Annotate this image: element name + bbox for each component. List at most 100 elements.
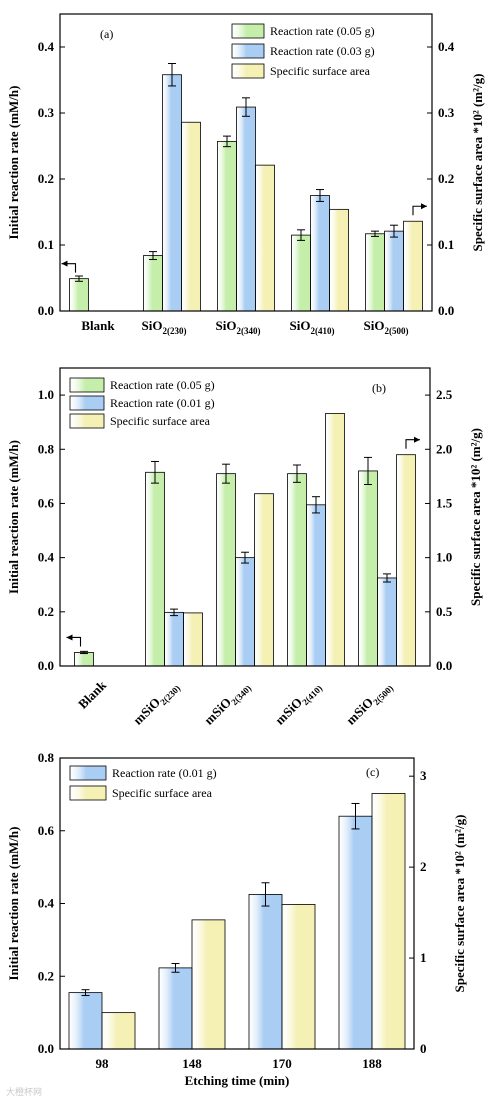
- y-axis-title-left: Initial reaction rate (mM/h): [6, 827, 21, 981]
- y-tick-label-right: 1.0: [436, 550, 452, 565]
- y-tick-label-right: 2.0: [436, 441, 452, 456]
- error-bar: [80, 650, 88, 655]
- y-tick-label-left: 0.6: [38, 495, 55, 510]
- bar-reaction-rate-0-03-g--4: [384, 230, 404, 312]
- legend-label: Reaction rate (0.01 g): [110, 396, 215, 410]
- x-axis-title: Etching time (min): [185, 1073, 290, 1088]
- error-bar: [81, 989, 90, 997]
- error-bar: [75, 275, 83, 282]
- bar-reaction-rate-0-05-g--2: [217, 140, 237, 312]
- legend-label: Specific surface area: [270, 64, 371, 78]
- legend-label: Specific surface area: [110, 414, 211, 428]
- y-tick-label-right: 2.5: [436, 387, 453, 402]
- bar-specific-surface-area-2: [255, 164, 275, 312]
- bar-reaction-rate-0-01-g--0: [68, 992, 103, 1050]
- legend-swatch: [231, 43, 265, 59]
- watermark-text: 大橙杯网: [6, 1086, 42, 1098]
- y-tick-label-right: 0.2: [438, 171, 454, 186]
- y-tick-label-left: 0.8: [38, 750, 55, 765]
- error-bar: [297, 229, 305, 241]
- x-tick-label: Blank: [75, 677, 110, 712]
- error-bar: [171, 963, 180, 973]
- x-tick-label: mSiO2(230): [130, 678, 182, 730]
- arrow-line: [412, 205, 427, 216]
- bar-reaction-rate-0-05-g--0: [74, 652, 94, 667]
- bar-reaction-rate-0-01-g--3: [338, 815, 373, 1050]
- arrow-head: [66, 634, 73, 641]
- error-bar: [168, 63, 176, 87]
- y-tick-label-left: 0.6: [38, 823, 55, 838]
- arrow-right-axis: [412, 203, 427, 216]
- error-bar: [364, 456, 372, 485]
- error-bar: [312, 496, 320, 514]
- legend-swatch: [69, 377, 105, 393]
- y-tick-label-right: 0.3: [438, 105, 455, 120]
- bar-specific-surface-area-1: [181, 121, 201, 312]
- bar-specific-surface-area-3: [325, 413, 345, 667]
- panel-label: (c): [366, 765, 379, 779]
- arrow-head: [61, 260, 68, 267]
- y-tick-label-left: 0.4: [38, 896, 55, 911]
- y-tick-label-left: 0.1: [38, 237, 54, 252]
- x-tick-label: mSiO2(410): [272, 678, 324, 730]
- y-tick-label-right: 0.1: [438, 237, 454, 252]
- chart-panel-a: Blank SiO2(230) SiO2(340) SiO2(410) SiO2(500…: [6, 13, 485, 336]
- error-bar: [149, 251, 157, 261]
- error-bar: [151, 460, 159, 484]
- bar-specific-surface-area-0: [101, 1012, 136, 1050]
- y-tick-label-left: 0.3: [38, 105, 55, 120]
- x-tick-label: mSiO2(340): [201, 678, 253, 730]
- x-tick-label: SiO2(410): [290, 318, 335, 336]
- arrow-head: [414, 436, 420, 443]
- error-bar: [223, 135, 231, 148]
- x-tick-label: SiO2(500): [364, 318, 409, 336]
- y-axis-title-right: Specific surface area *10² (m²/g): [468, 428, 483, 606]
- y-axis-title-right: Specific surface area *10² (m²/g): [452, 815, 467, 993]
- legend-swatch: [231, 23, 265, 39]
- y-tick-label-left: 1.0: [38, 387, 54, 402]
- error-bar: [383, 573, 391, 583]
- y-axis-title-left: Initial reaction rate (mM/h): [6, 86, 21, 240]
- bar-reaction-rate-0-03-g--1: [162, 74, 182, 312]
- x-tick-label: mSiO2(500): [343, 678, 395, 730]
- legend-swatch: [69, 413, 105, 429]
- legend-label: Reaction rate (0.05 g): [270, 24, 375, 38]
- y-tick-label-left: 0.8: [38, 441, 55, 456]
- y-tick-label-left: 0.4: [38, 39, 55, 54]
- x-tick-label: Blank: [81, 318, 115, 333]
- y-tick-label-left: 0.0: [38, 658, 54, 673]
- error-bar: [241, 551, 249, 564]
- bar-reaction-rate-0-05-g--3: [291, 234, 311, 312]
- bar-specific-surface-area-1: [191, 919, 226, 1050]
- bar-reaction-rate-0-01-g--2: [235, 557, 255, 667]
- error-bar: [261, 882, 270, 907]
- y-tick-label-left: 0.2: [38, 604, 54, 619]
- bar-reaction-rate-0-05-g--4: [358, 470, 378, 667]
- bar-reaction-rate-0-05-g--1: [145, 471, 165, 667]
- legend-swatch: [231, 63, 265, 79]
- y-tick-label-left: 0.2: [38, 171, 54, 186]
- error-bar: [242, 97, 250, 117]
- chart-panel-b: Blank mSiO2(230) mSiO2(340) mSiO2(410) mSiO2…: [6, 367, 483, 730]
- plot-frame: [59, 13, 433, 312]
- legend-swatch: [69, 765, 107, 781]
- x-tick-label: 148: [182, 1056, 202, 1071]
- legend: Reaction rate (0.05 g) Reaction rate (0.0…: [231, 23, 375, 79]
- error-bar: [316, 189, 324, 202]
- arrow-line: [66, 636, 82, 647]
- bar-specific-surface-area-4: [396, 454, 416, 667]
- arrow-head: [421, 203, 427, 210]
- y-tick-label-right: 3: [420, 768, 427, 783]
- x-tick-label: 188: [362, 1056, 382, 1071]
- x-tick-label: SiO2(340): [216, 318, 261, 336]
- bar-specific-surface-area-1: [183, 612, 203, 667]
- y-tick-label-left: 0.0: [38, 1041, 54, 1056]
- y-tick-label-right: 1: [420, 950, 427, 965]
- x-tick-label: 170: [272, 1056, 292, 1071]
- bar-reaction-rate-0-05-g--3: [287, 473, 307, 667]
- y-tick-label-right: 0.4: [438, 39, 455, 54]
- y-tick-label-right: 0.0: [436, 658, 452, 673]
- x-tick-label: 98: [96, 1056, 110, 1071]
- bar-reaction-rate-0-01-g--4: [377, 577, 397, 667]
